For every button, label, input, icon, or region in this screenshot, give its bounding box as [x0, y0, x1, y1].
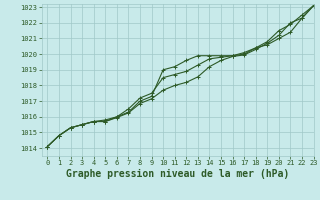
- X-axis label: Graphe pression niveau de la mer (hPa): Graphe pression niveau de la mer (hPa): [66, 169, 289, 179]
